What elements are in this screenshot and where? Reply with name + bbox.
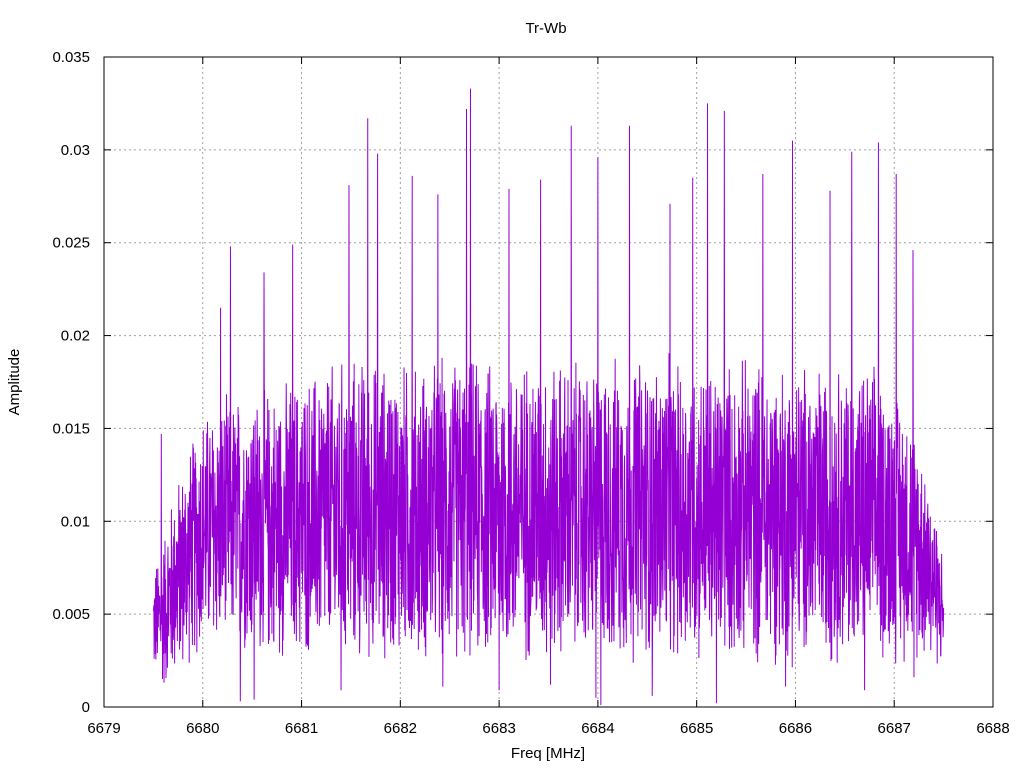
y-tick-label: 0.01 (61, 513, 90, 530)
y-tick-labels: 0 0.005 0.01 0.015 0.02 0.025 0.03 0.035 (52, 49, 90, 716)
x-tick-label: 6682 (384, 720, 417, 737)
chart-title: Tr-Wb (525, 20, 566, 37)
x-tick-label: 6681 (285, 720, 318, 737)
plot-frame (103, 56, 994, 708)
x-axis-label: Freq [MHz] (511, 745, 585, 762)
y-tick-label: 0.02 (61, 328, 90, 345)
x-tick-label: 6683 (482, 720, 515, 737)
y-tick-label: 0.03 (61, 142, 90, 159)
x-tick-label: 6680 (186, 720, 219, 737)
y-tick-label: 0.025 (52, 235, 90, 252)
x-tick-label: 6687 (878, 720, 911, 737)
x-tick-label: 6685 (680, 720, 713, 737)
x-tick-label: 6688 (976, 720, 1009, 737)
x-tick-label: 6686 (779, 720, 812, 737)
y-tick-label: 0.035 (52, 49, 90, 66)
y-axis-label: Amplitude (6, 349, 23, 416)
axis-ticks (103, 56, 994, 708)
y-tick-label: 0 (82, 699, 90, 716)
y-tick-label: 0.015 (52, 420, 90, 437)
y-tick-label: 0.005 (52, 606, 90, 623)
series-line (152, 88, 945, 706)
x-tick-labels: 6679 6680 6681 6682 6683 6684 6685 6686 6687 6688 (87, 720, 1009, 737)
x-tick-label: 6679 (87, 720, 120, 737)
series-trwb (152, 88, 945, 706)
x-tick-label: 6684 (581, 720, 614, 737)
